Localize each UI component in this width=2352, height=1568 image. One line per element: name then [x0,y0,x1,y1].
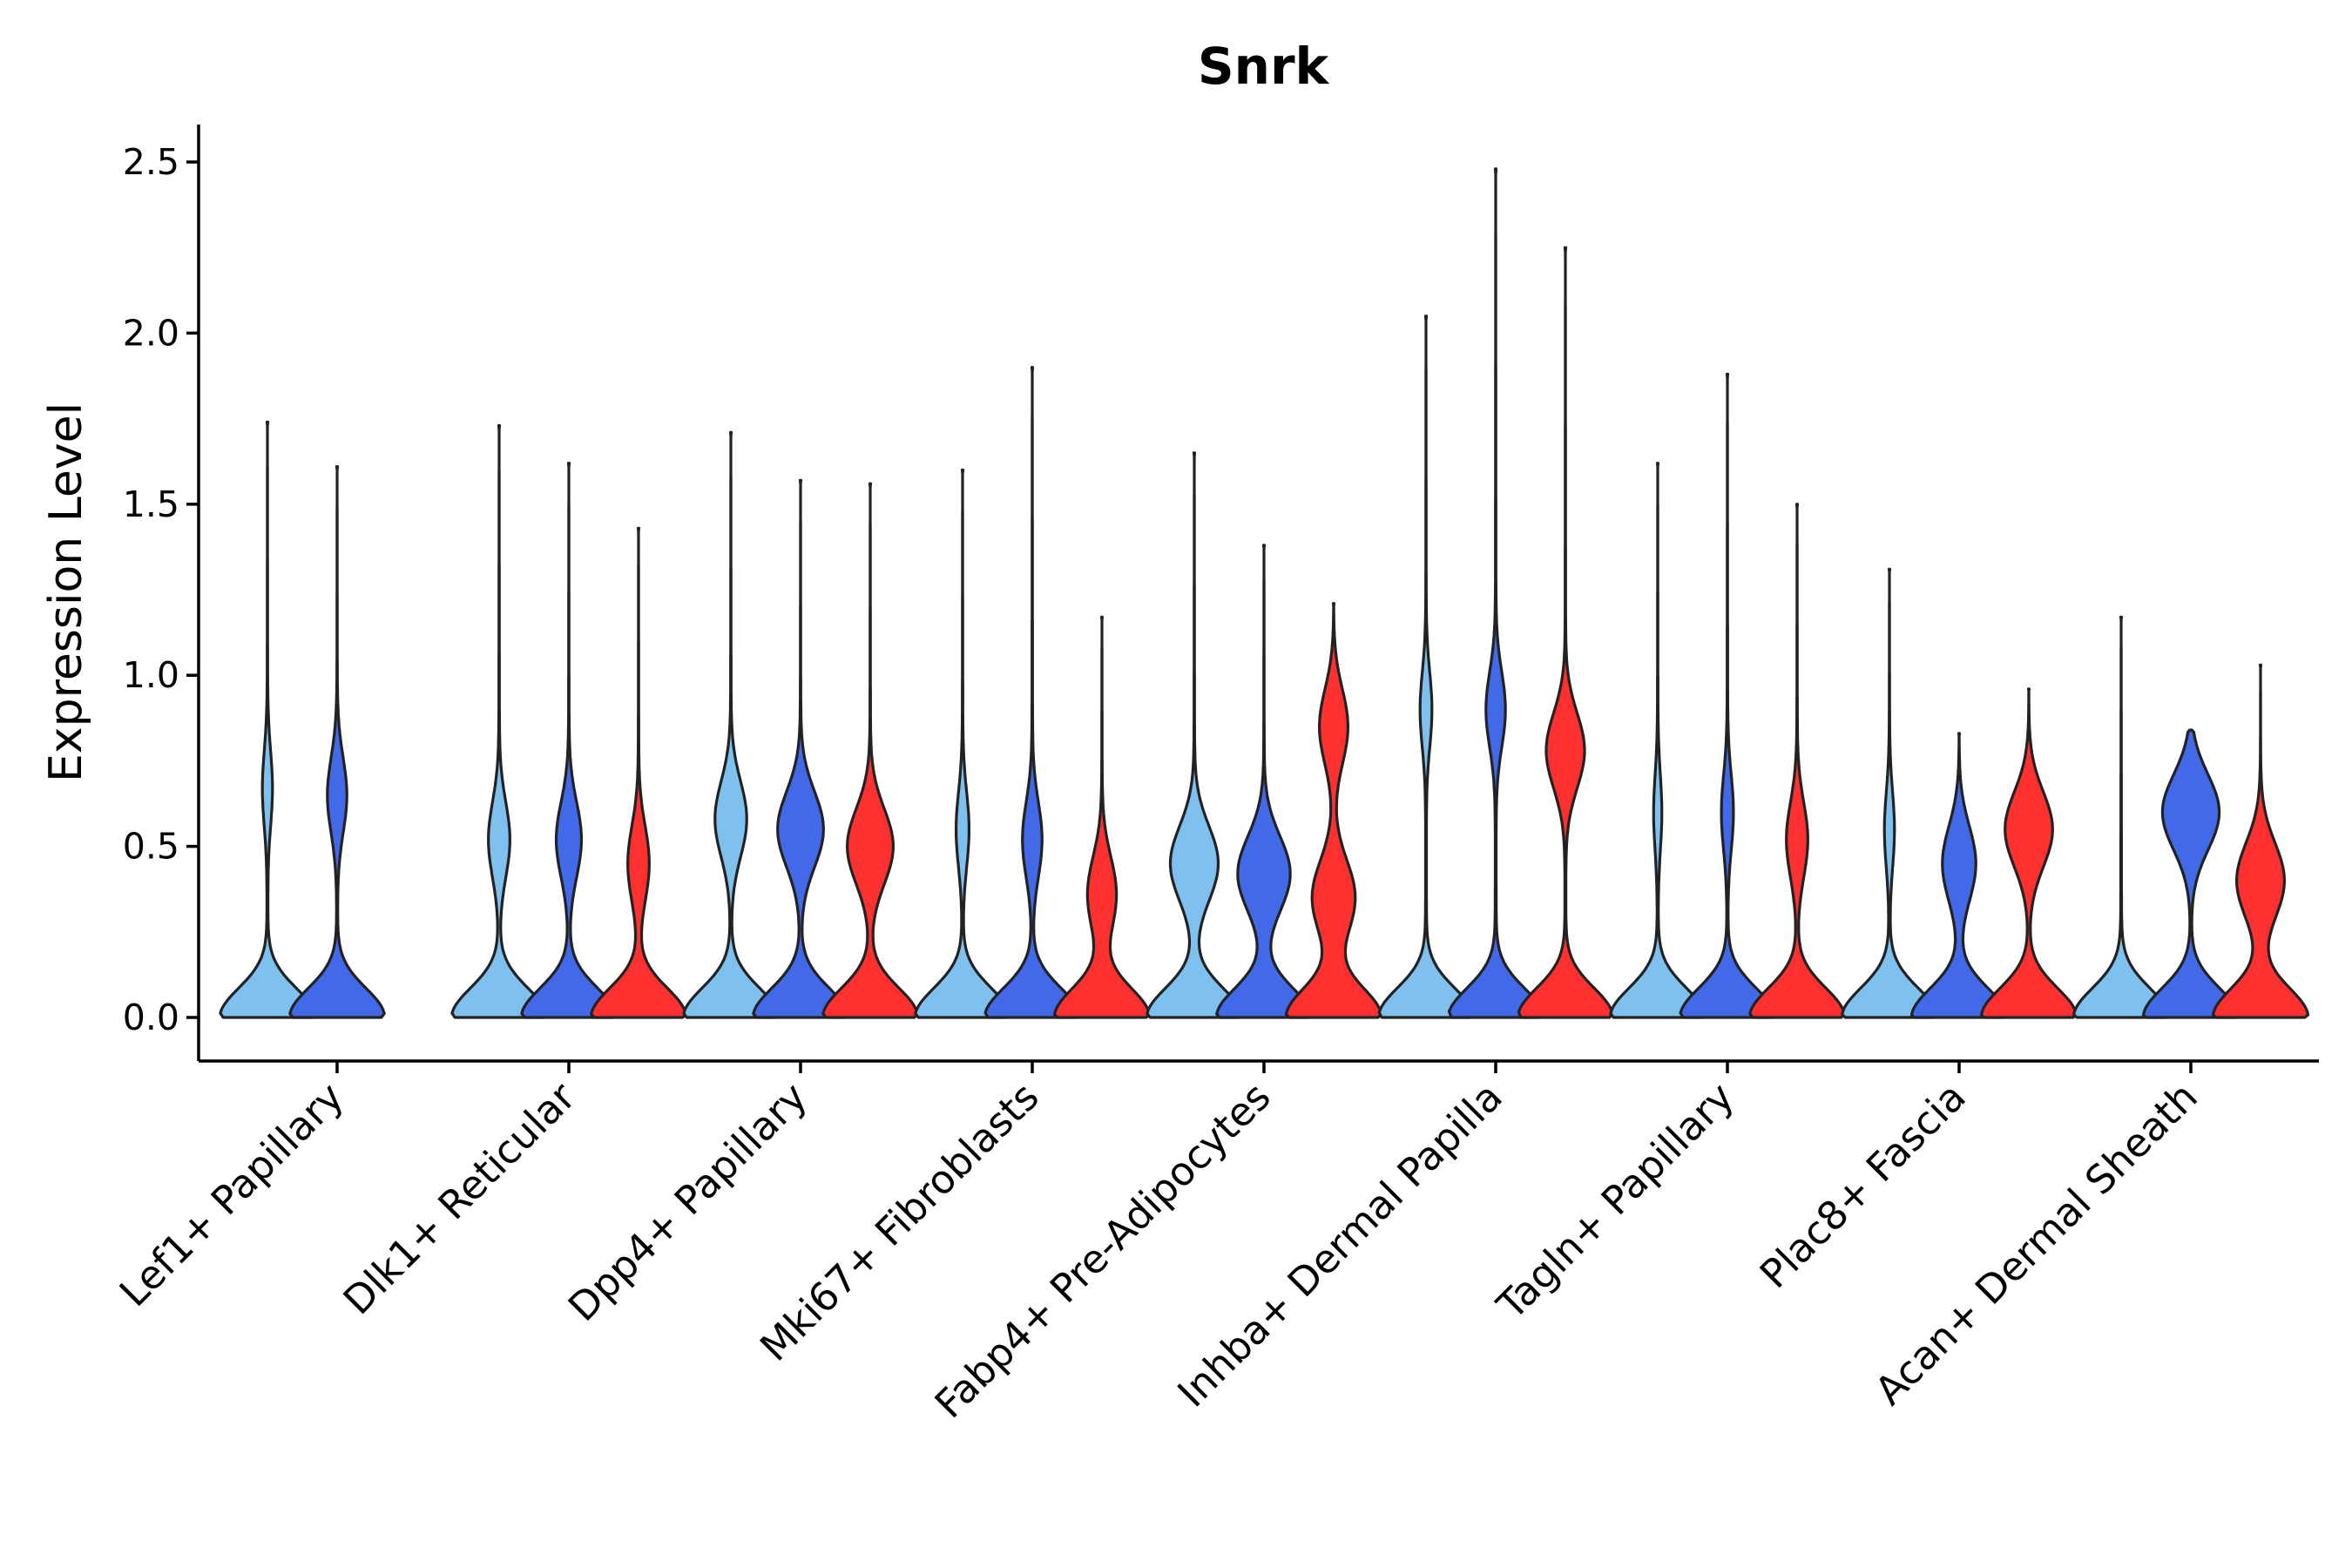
violin-cat6-series0 [1609,462,1707,1019]
violin-cat5-series2 [1517,246,1614,1019]
y-axis-label: Expression Level [40,402,92,782]
x-tick-label: Lef1+ Papillary [111,1073,353,1315]
violin-cat1-series2 [590,526,687,1019]
violins-layer [219,167,2310,1019]
violin-cat8-series0 [2072,615,2170,1019]
violin-cat3-series0 [914,468,1011,1019]
y-tick-label: 1.5 [123,483,179,525]
violin-cat5-series1 [1447,167,1544,1019]
violin-cat0-series0 [219,420,316,1019]
violin-cat2-series2 [821,482,919,1019]
violin-cat2-series0 [682,430,780,1019]
y-tick-label: 2.5 [123,141,179,183]
violin-cat0-series1 [288,465,386,1019]
violin-cat4-series0 [1146,451,1243,1019]
violin-cat4-series1 [1215,544,1313,1019]
violin-cat2-series1 [752,478,849,1019]
y-tick-label: 1.0 [123,654,179,696]
violin-cat5-series0 [1377,314,1475,1019]
violin-cat3-series1 [983,366,1081,1019]
violin-cat7-series1 [1909,732,2009,1019]
violin-cat3-series2 [1052,615,1152,1019]
y-tick-label: 2.0 [123,312,179,354]
violin-cat6-series1 [1679,372,1776,1019]
violin-cat1-series0 [450,423,548,1019]
y-tick-label: 0.0 [123,997,179,1038]
violin-cat1-series1 [520,462,618,1019]
violin-cat6-series2 [1748,503,1846,1019]
violin-cat7-series0 [1841,567,1938,1019]
y-tick-label: 0.5 [123,826,179,868]
x-tick-label: Plac8+ Fascia [1751,1073,1975,1297]
violin-cat8-series1 [2141,728,2240,1019]
x-tick-label: Dlk1+ Reticular [335,1073,585,1323]
axes [197,125,2319,1063]
violin-cat4-series2 [1284,602,1383,1019]
violin-cat8-series2 [2211,663,2310,1019]
chart-title: Snrk [1198,37,1330,96]
violin-cat7-series2 [1979,687,2078,1019]
y-ticks: 0.0 0.5 1.0 1.5 2.0 2.5 [123,141,199,1038]
x-tick-label: Dpp4+ Papillary [559,1073,816,1330]
x-tick-label: Tagln+ Papillary [1488,1073,1743,1328]
